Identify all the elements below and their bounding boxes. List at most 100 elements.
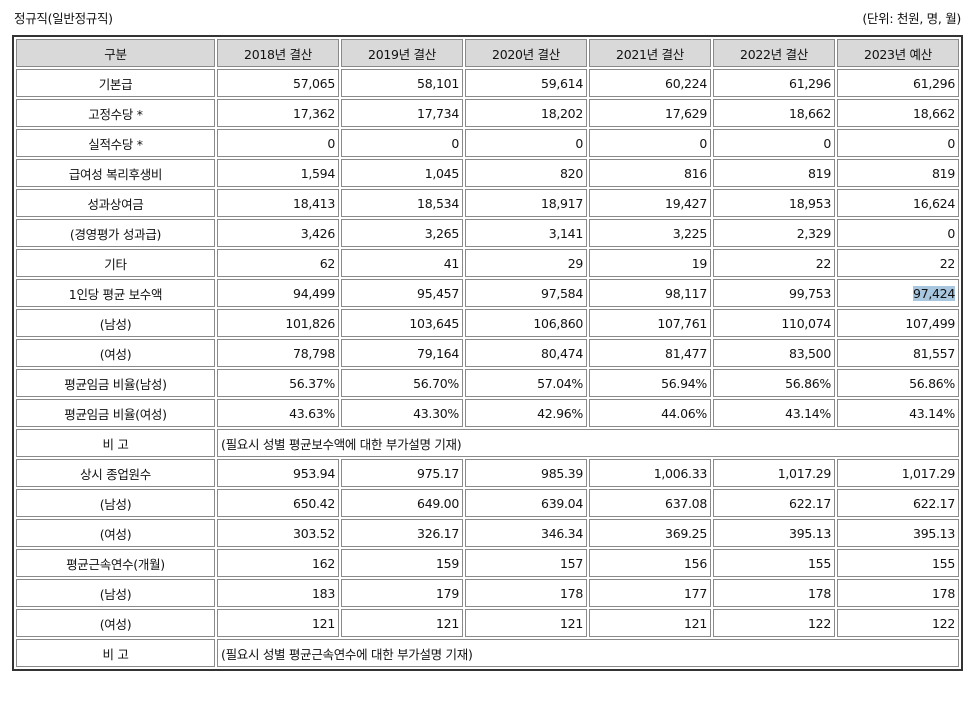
table-row: 성과상여금 18,413 18,534 18,917 19,427 18,953 16,62… <box>16 189 959 217</box>
cell-value: 326.17 <box>417 525 459 541</box>
value-cell: 61,296 <box>837 69 959 97</box>
cell-value: 156 <box>684 555 707 571</box>
row-label: 상시 종업원수 <box>16 459 215 487</box>
value-cell: 162 <box>217 549 339 577</box>
cell-value: 18,917 <box>541 195 583 211</box>
cell-value: 56.86% <box>785 375 831 391</box>
cell-value: 819 <box>932 165 955 181</box>
table-row: 상시 종업원수 953.94 975.17 985.39 1,006.33 1,017.2… <box>16 459 959 487</box>
cell-value: 177 <box>684 585 707 601</box>
cell-value: 1,017.29 <box>901 465 956 481</box>
table-row: 실적수당 * 0 0 0 0 0 0 <box>16 129 959 157</box>
cell-value: 819 <box>808 165 831 181</box>
value-cell: 155 <box>713 549 835 577</box>
table-row: 급여성 복리후생비 1,594 1,045 820 816 819 819 <box>16 159 959 187</box>
cell-value: 19,427 <box>665 195 707 211</box>
value-cell: 395.13 <box>837 519 959 547</box>
value-cell: 0 <box>341 129 463 157</box>
cell-value: 162 <box>312 555 335 571</box>
row-label: (남성) <box>16 579 215 607</box>
cell-value: 121 <box>684 615 707 631</box>
value-cell: 18,953 <box>713 189 835 217</box>
value-cell: 346.34 <box>465 519 587 547</box>
value-cell: 0 <box>217 129 339 157</box>
value-cell: 122 <box>713 609 835 637</box>
value-cell: 121 <box>217 609 339 637</box>
cell-value: 80,474 <box>541 345 583 361</box>
value-cell: 3,141 <box>465 219 587 247</box>
value-cell: 178 <box>713 579 835 607</box>
table-row: (여성) 78,798 79,164 80,474 81,477 83,500 81,557 <box>16 339 959 367</box>
cell-value: 62 <box>319 255 336 271</box>
value-cell: 177 <box>589 579 711 607</box>
header-2020: 2020년 결산 <box>465 39 587 67</box>
cell-value: 110,074 <box>781 315 831 331</box>
row-label: (남성) <box>16 309 215 337</box>
value-cell: 59,614 <box>465 69 587 97</box>
value-cell: 110,074 <box>713 309 835 337</box>
cell-value: 122 <box>932 615 955 631</box>
cell-value: 155 <box>808 555 831 571</box>
cell-value: 1,017.29 <box>777 465 832 481</box>
cell-value: 18,534 <box>417 195 459 211</box>
value-cell: 17,629 <box>589 99 711 127</box>
value-cell: 61,296 <box>713 69 835 97</box>
cell-value: 99,753 <box>789 285 831 301</box>
value-cell: 3,265 <box>341 219 463 247</box>
value-cell: 19,427 <box>589 189 711 217</box>
value-cell: 43.14% <box>713 399 835 427</box>
value-cell: 1,594 <box>217 159 339 187</box>
cell-value: 2,329 <box>796 225 832 241</box>
cell-value: 395.13 <box>789 525 831 541</box>
row-label: (여성) <box>16 609 215 637</box>
cell-value: 41 <box>443 255 460 271</box>
cell-value: 0 <box>327 135 335 151</box>
row-label: (남성) <box>16 489 215 517</box>
cell-value: 0 <box>451 135 459 151</box>
row-label: 1인당 평균 보수액 <box>16 279 215 307</box>
value-cell: 17,362 <box>217 99 339 127</box>
value-cell: 18,662 <box>713 99 835 127</box>
remark-cell: (필요시 성별 평균근속연수에 대한 부가설명 기재) <box>217 639 959 667</box>
cell-value: 43.63% <box>289 405 335 421</box>
cell-value: 57,065 <box>293 75 335 91</box>
value-cell: 0 <box>713 129 835 157</box>
value-cell: 819 <box>837 159 959 187</box>
cell-value: 29 <box>567 255 584 271</box>
cell-value: 639.04 <box>541 495 583 511</box>
cell-value: 22 <box>815 255 832 271</box>
cell-value: 3,141 <box>548 225 584 241</box>
cell-value: 17,629 <box>665 105 707 121</box>
cell-value: 60,224 <box>665 75 707 91</box>
value-cell: 80,474 <box>465 339 587 367</box>
value-cell: 56.86% <box>713 369 835 397</box>
row-label: (여성) <box>16 519 215 547</box>
value-cell: 122 <box>837 609 959 637</box>
value-cell: 178 <box>837 579 959 607</box>
value-cell: 3,225 <box>589 219 711 247</box>
row-label: 기본급 <box>16 69 215 97</box>
value-cell: 0 <box>589 129 711 157</box>
cell-value: 1,594 <box>300 165 336 181</box>
value-cell: 43.14% <box>837 399 959 427</box>
value-cell: 81,477 <box>589 339 711 367</box>
row-label: 기타 <box>16 249 215 277</box>
value-cell: 1,006.33 <box>589 459 711 487</box>
row-label: (여성) <box>16 339 215 367</box>
cell-value: 81,557 <box>913 345 955 361</box>
cell-value: 346.34 <box>541 525 583 541</box>
value-cell: 0 <box>465 129 587 157</box>
value-cell: 18,413 <box>217 189 339 217</box>
value-cell: 99,753 <box>713 279 835 307</box>
value-cell: 18,917 <box>465 189 587 217</box>
cell-value: 650.42 <box>293 495 335 511</box>
cell-value: 101,826 <box>285 315 335 331</box>
cell-value: 56.70% <box>413 375 459 391</box>
cell-value: 81,477 <box>665 345 707 361</box>
table-row: 평균임금 비율(남성) 56.37% 56.70% 57.04% 56.94% 56.86… <box>16 369 959 397</box>
cell-value: 121 <box>560 615 583 631</box>
value-cell: 78,798 <box>217 339 339 367</box>
row-label: 고정수당 * <box>16 99 215 127</box>
cell-value: 178 <box>808 585 831 601</box>
value-cell: 56.37% <box>217 369 339 397</box>
